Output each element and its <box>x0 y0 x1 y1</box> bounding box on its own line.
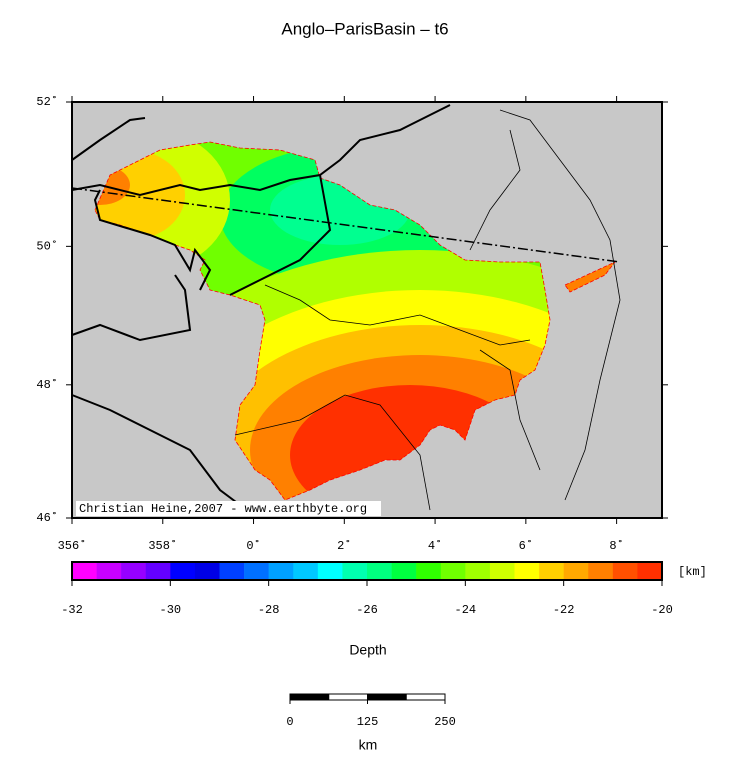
y-tick-label: 52˚ <box>36 95 58 109</box>
colorbar-swatch <box>440 562 466 580</box>
colorbar-tick-label: -26 <box>356 603 378 617</box>
credit-box <box>76 501 381 516</box>
track-line <box>71 187 621 263</box>
colorbar-swatch <box>72 562 97 580</box>
credit: Christian Heine,2007 - www.earthbyte.org <box>79 502 367 516</box>
colorbar-swatch <box>121 562 147 580</box>
colorbar-label: Depth <box>349 642 386 658</box>
colorbar-tick-label: -24 <box>455 603 477 617</box>
colorbar-swatch <box>539 562 564 580</box>
x-tick-label: 358˚ <box>148 539 177 553</box>
map-title: Anglo–ParisBasin – t6 <box>281 19 448 38</box>
colorbar-swatch <box>637 562 663 580</box>
x-tick-label: 4˚ <box>428 539 442 553</box>
basin-outlier <box>564 261 616 293</box>
colorbar-swatch <box>391 562 417 580</box>
x-tick-label: 6˚ <box>519 539 533 553</box>
colorbar-swatch <box>293 562 319 580</box>
colorbar-tick-label: -20 <box>651 603 673 617</box>
scale-tick-label: 250 <box>434 715 456 729</box>
colorbar-tick-label: -28 <box>258 603 280 617</box>
coastlines <box>71 104 451 506</box>
colorbar-swatch <box>170 562 196 580</box>
colorbar-swatch <box>317 562 343 580</box>
colorbar-swatch <box>612 562 638 580</box>
map-frame <box>71 101 663 519</box>
colorbar-swatch <box>367 562 392 580</box>
scale-unit: km <box>359 737 378 753</box>
colorbar-swatch <box>219 562 245 580</box>
y-tick-label: 46˚ <box>36 511 58 525</box>
rivers-borders <box>234 109 621 511</box>
scale-segment <box>367 693 407 701</box>
y-tick-label: 50˚ <box>36 240 58 254</box>
colorbar-swatch <box>514 562 540 580</box>
y-tick-label: 48˚ <box>36 378 58 392</box>
colorbar-swatch <box>194 562 220 580</box>
x-tick-label: 356˚ <box>58 539 87 553</box>
colorbar-swatch <box>342 562 368 580</box>
scale-segment <box>405 693 446 701</box>
colorbar-swatch <box>588 562 614 580</box>
colorbar-tick-label: -22 <box>553 603 575 617</box>
colorbar-tick-label: -32 <box>61 603 83 617</box>
colorbar-swatch <box>96 562 122 580</box>
x-tick-label: 8˚ <box>609 539 623 553</box>
scale-tick-label: 125 <box>357 715 379 729</box>
colorbar-swatch <box>416 562 442 580</box>
colorbar-swatch <box>465 562 491 580</box>
colorbar-swatch <box>268 562 294 580</box>
colorbar-tick-label: -30 <box>160 603 182 617</box>
scale-tick-label: 0 <box>286 715 293 729</box>
colorbar-swatch <box>145 562 171 580</box>
colorbar-swatch <box>244 562 269 580</box>
scale-segment <box>289 693 330 701</box>
x-tick-label: 2˚ <box>337 539 351 553</box>
scale-segment <box>328 693 368 701</box>
colorbar-swatch <box>563 562 589 580</box>
x-tick-label: 0˚ <box>246 539 260 553</box>
colorbar-swatch <box>489 562 515 580</box>
colorbar-unit: [km] <box>678 565 707 579</box>
